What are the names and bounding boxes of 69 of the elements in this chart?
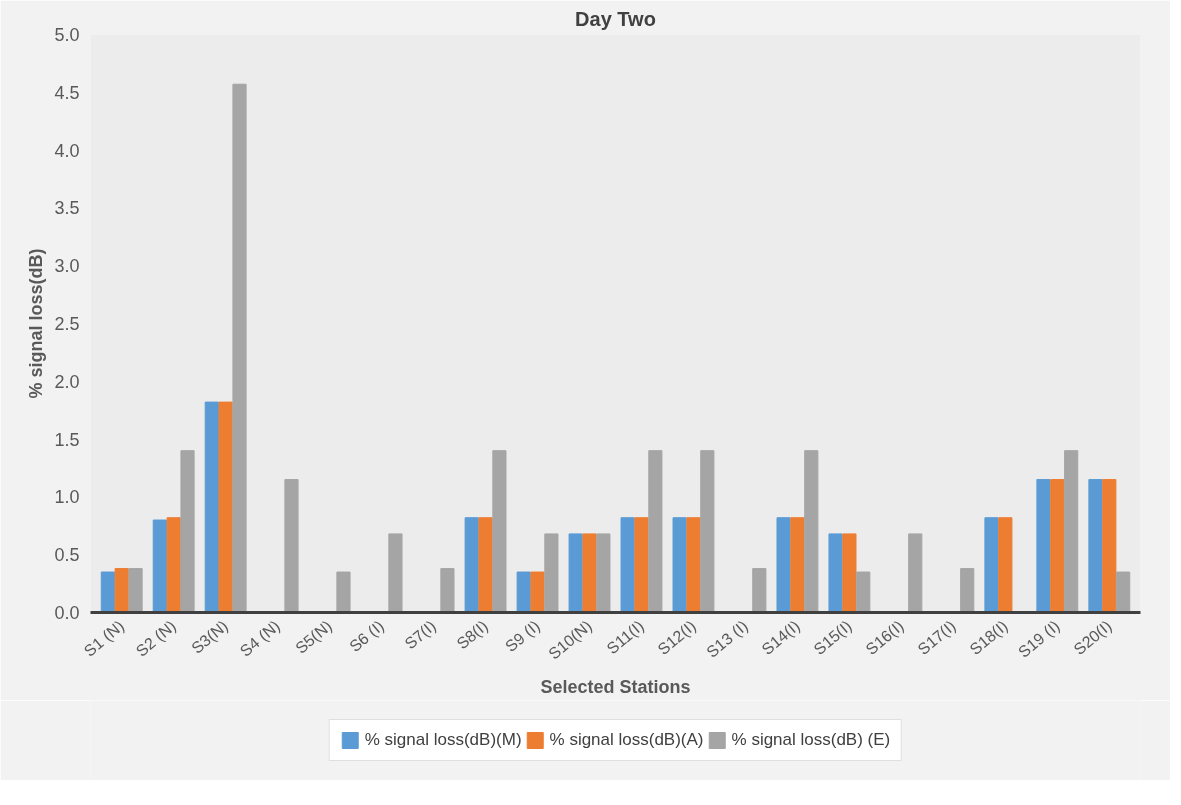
bar [856, 571, 871, 613]
bar [648, 450, 663, 613]
y-tick-label: 1.0 [54, 487, 80, 508]
bar [218, 401, 233, 613]
bar [232, 83, 247, 613]
bar [804, 450, 819, 613]
bar [700, 450, 715, 613]
x-tick-label: S1 (N) [80, 616, 128, 660]
bar [516, 571, 531, 613]
bar [204, 401, 219, 613]
bar [828, 533, 843, 613]
y-tick-label: 3.5 [54, 198, 80, 219]
bar [998, 517, 1013, 613]
y-tick-label: 5.0 [54, 25, 80, 45]
bar [1088, 479, 1103, 613]
bar [672, 517, 687, 613]
bar [1116, 571, 1131, 613]
x-tick-label: S6 (I) [346, 616, 388, 656]
y-tick-label: 0.5 [54, 545, 80, 566]
bar [960, 568, 975, 613]
bar [1064, 450, 1079, 613]
bar [620, 517, 635, 613]
y-tick-label: 3.0 [54, 256, 80, 277]
bar [166, 517, 181, 613]
bar [686, 517, 701, 613]
bar [128, 568, 143, 613]
y-tick-label: 4.0 [54, 140, 80, 161]
bar [984, 517, 999, 613]
bar [114, 568, 129, 613]
bar [464, 517, 479, 613]
bar [100, 571, 115, 613]
bar [152, 519, 167, 613]
x-tick-label: S19 (I) [1015, 616, 1063, 661]
x-axis-title: Selected Stations [540, 677, 691, 698]
bar [1036, 479, 1051, 613]
bar [908, 533, 923, 613]
bar [478, 517, 493, 613]
x-tick-label: S9 (I) [502, 616, 543, 656]
bar [440, 568, 455, 613]
legend-label: % signal loss(dB)(A) [549, 730, 704, 750]
bar [776, 517, 791, 613]
x-tick-label: S13 (I) [703, 616, 751, 661]
bar [284, 479, 299, 613]
legend-label: % signal loss(dB) (E) [731, 730, 891, 750]
bar [842, 533, 857, 613]
bar [544, 533, 559, 613]
bar [634, 517, 649, 613]
y-tick-label: 0.0 [54, 603, 80, 623]
y-tick-label: 1.5 [54, 429, 80, 450]
y-axis-title: % signal loss(dB) [26, 248, 47, 399]
bar [388, 533, 403, 613]
bar [492, 450, 507, 613]
bar [582, 533, 597, 613]
x-tick-label: S2 (N) [132, 616, 180, 660]
bar [568, 533, 583, 613]
chart-title: Day Two [575, 7, 656, 30]
bar [336, 571, 351, 613]
legend-label: % signal loss(dB)(M) [364, 730, 522, 750]
bar [752, 568, 767, 613]
bar [530, 571, 545, 613]
bar [790, 517, 805, 613]
y-tick-label: 4.5 [54, 82, 80, 103]
y-tick-label: 2.0 [54, 371, 80, 392]
x-tick-label: S4 (N) [236, 616, 284, 660]
bar [596, 533, 611, 613]
y-tick-label: 2.5 [54, 314, 80, 334]
bar [180, 450, 195, 613]
bar [1102, 479, 1117, 613]
bar [1050, 479, 1065, 613]
